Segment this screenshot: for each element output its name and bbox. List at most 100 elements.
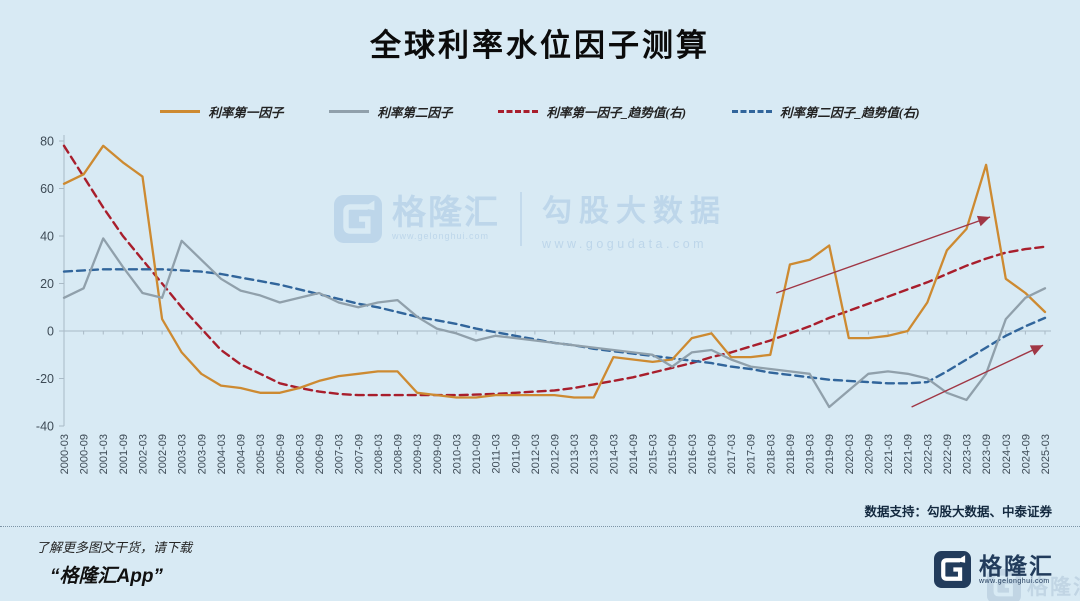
gelonghui-logo-icon xyxy=(987,569,1021,601)
x-tick-label: 2018-09 xyxy=(785,434,797,474)
x-tick-label: 2019-03 xyxy=(805,434,817,474)
x-tick-label: 2024-03 xyxy=(1001,434,1013,474)
x-tick-label: 2000-03 xyxy=(59,434,71,474)
footer-logo: 格隆汇 www.gelonghui.com xyxy=(934,551,1054,588)
trend-arrowhead-icon xyxy=(1029,345,1044,356)
x-tick-label: 2000-09 xyxy=(79,434,91,474)
x-tick-label: 2004-09 xyxy=(236,434,248,474)
legend-swatch-icon xyxy=(329,110,370,113)
x-tick-label: 2001-09 xyxy=(118,434,130,474)
x-tick-label: 2024-09 xyxy=(1020,434,1032,474)
watermark-divider xyxy=(520,191,522,246)
promo-line1: 了解更多图文干货，请下载 xyxy=(36,540,193,555)
y-tick-label: 40 xyxy=(40,230,54,244)
x-tick-label: 2021-03 xyxy=(883,434,895,474)
x-tick-label: 2008-03 xyxy=(373,434,385,474)
x-tick-label: 2019-09 xyxy=(824,434,836,474)
line-chart: 80 60 40 20 0 -20 -40 2000-03 2000-09 2001-03 2001… xyxy=(36,135,1052,475)
x-tick-label: 2013-03 xyxy=(569,434,581,474)
x-tick-label: 2023-03 xyxy=(962,434,974,474)
y-tick-label: -20 xyxy=(36,372,54,386)
x-tick-label: 2002-03 xyxy=(137,434,149,474)
legend-item-1: 利率第一因子 xyxy=(160,102,283,121)
promo-app-name: “格隆汇App” xyxy=(50,566,163,587)
series-line-3 xyxy=(62,144,1047,397)
x-tick-label: 2016-03 xyxy=(687,434,699,474)
x-tick-label: 2020-03 xyxy=(844,434,856,474)
x-tick-label: 2001-03 xyxy=(98,434,110,474)
legend-swatch-icon xyxy=(498,110,539,113)
footer-separator xyxy=(0,526,1080,527)
x-tick-label: 2006-09 xyxy=(314,434,326,474)
watermark-brand-block: 格隆汇 www.gelonghui.com xyxy=(334,193,500,243)
series-line-4 xyxy=(62,268,1047,385)
y-tick-label: 20 xyxy=(40,277,54,291)
legend-swatch-icon xyxy=(732,110,773,113)
legend-swatch-icon xyxy=(160,110,201,113)
gelonghui-logo-icon xyxy=(334,194,382,243)
x-tick-label: 2021-09 xyxy=(903,434,915,474)
watermark-partner-url: www.gogudata.com xyxy=(542,237,708,251)
x-tick-label: 2018-03 xyxy=(765,434,777,474)
x-tick-label: 2017-09 xyxy=(746,434,758,474)
legend-label: 利率第一因子_趋势值(右) xyxy=(546,106,687,120)
x-tick-label: 2009-03 xyxy=(412,434,424,474)
watermark-brand-text: 格隆汇 xyxy=(392,193,500,232)
series-line-2 xyxy=(62,237,1047,409)
footer-logo-url: www.gelonghui.com xyxy=(979,577,1050,585)
x-tick-label: 2005-09 xyxy=(275,434,287,474)
x-tick-label: 2008-09 xyxy=(393,434,405,474)
y-tick-label: 60 xyxy=(40,182,54,196)
y-tick-label: -40 xyxy=(36,420,54,434)
x-tick-label: 2011-09 xyxy=(510,434,522,474)
legend-item-3: 利率第一因子_趋势值(右) xyxy=(498,102,686,121)
x-tick-label: 2006-03 xyxy=(294,434,306,474)
x-tick-label: 2020-09 xyxy=(863,434,875,474)
x-tick-label: 2010-03 xyxy=(451,434,463,474)
legend-label: 利率第二因子_趋势值(右) xyxy=(780,106,920,120)
x-tick-label: 2015-09 xyxy=(667,434,679,474)
x-tick-label: 2022-03 xyxy=(922,434,934,474)
x-tick-label: 2017-03 xyxy=(726,434,738,474)
x-tick-label: 2007-03 xyxy=(334,434,346,474)
x-tick-label: 2022-09 xyxy=(942,434,954,474)
x-tick-label: 2007-09 xyxy=(353,434,365,474)
legend-item-2: 利率第二因子 xyxy=(329,102,452,121)
data-support-note: 数据支持：勾股大数据、中泰证券 xyxy=(864,505,1052,519)
x-tick-label: 2014-09 xyxy=(628,434,640,474)
legend-label: 利率第二因子 xyxy=(377,106,453,120)
x-tick-label: 2004-03 xyxy=(216,434,228,474)
footer-logo-ghost-text: 格隆汇 xyxy=(1027,576,1080,599)
trend-arrowhead-icon xyxy=(976,215,991,227)
x-tick-label: 2011-03 xyxy=(491,434,503,474)
y-tick-label: 0 xyxy=(47,325,54,339)
x-tick-label: 2014-03 xyxy=(608,434,620,474)
x-tick-label: 2015-03 xyxy=(648,434,660,474)
watermark: 格隆汇 www.gelonghui.com 勾股大数据 www.gogudata… xyxy=(334,186,727,251)
y-tick-label: 80 xyxy=(40,135,54,149)
legend-label: 利率第一因子 xyxy=(208,106,284,120)
x-tick-label: 2010-09 xyxy=(471,434,483,474)
x-tick-label: 2012-03 xyxy=(530,434,542,474)
watermark-partner-block: 勾股大数据 www.gogudata.com xyxy=(542,186,727,251)
footer-logo-text: 格隆汇 xyxy=(979,552,1054,579)
watermark-brand-url: www.gelonghui.com xyxy=(392,230,490,241)
x-tick-label: 2009-09 xyxy=(432,434,444,474)
chart-title: 全球利率水位因子测算 xyxy=(370,28,710,63)
x-tick-label: 2002-09 xyxy=(157,434,169,474)
x-tick-label: 2003-03 xyxy=(177,434,189,474)
footer-promo: 了解更多图文干货，请下载 “格隆汇App” xyxy=(36,537,192,588)
x-tick-label: 2003-09 xyxy=(196,434,208,474)
x-tick-label: 2012-09 xyxy=(550,434,562,474)
watermark-partner-text: 勾股大数据 xyxy=(542,195,727,228)
x-tick-label: 2023-09 xyxy=(981,434,993,474)
x-tick-label: 2025-03 xyxy=(1040,434,1052,474)
trend-arrow-line xyxy=(911,344,1044,408)
x-tick-label: 2016-09 xyxy=(706,434,718,474)
x-tick-label: 2013-09 xyxy=(589,434,601,474)
footer-logo-ghost: 格隆汇 xyxy=(987,569,1080,601)
chart-legend: 利率第一因子 利率第二因子 利率第一因子_趋势值(右) 利率第二因子_趋势值(右) xyxy=(0,102,1080,121)
x-tick-label: 2005-03 xyxy=(255,434,267,474)
trend-arrow-line xyxy=(775,216,991,294)
